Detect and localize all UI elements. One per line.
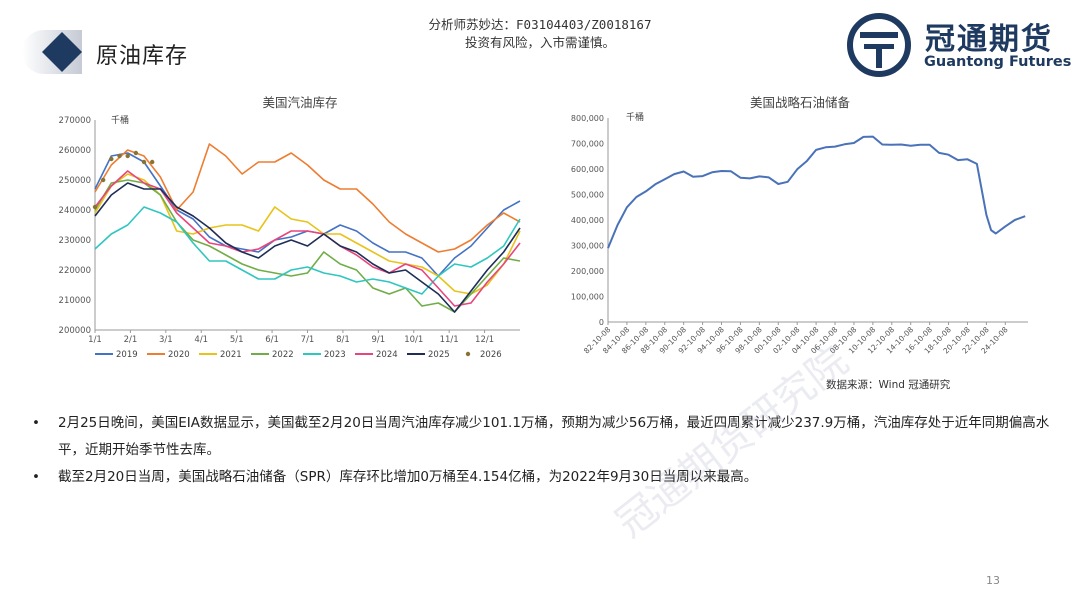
legend-label: 2023 [324,350,346,360]
x-tick-label: 5/1 [230,335,244,345]
y-tick-label: 700,000 [571,140,604,149]
legend-label: 2024 [376,350,398,360]
unit-label: 千桶 [111,114,129,126]
x-tick-label: 7/1 [301,335,315,345]
logo-text-cn: 冠通期货 [925,22,1053,57]
legend-label: 2019 [116,350,138,360]
unit-label: 千桶 [626,111,644,123]
bullet-item: • 截至2月20日当周，美国战略石油储备（SPR）库存环比增加0万桶至4.154… [30,464,1050,491]
analyst-line: 分析师苏妙达：F03104403/Z0018167 [428,17,652,32]
data-point [133,150,139,156]
bullet-item: • 2月25日晚间，美国EIA数据显示，美国截至2月20日当周汽油库存减少101… [30,410,1050,464]
x-tick-label: 4/1 [194,335,208,345]
legend-label: 2022 [272,350,294,360]
bullet-marker: • [32,469,40,485]
page-title: 原油库存 [96,44,189,69]
chart-title: 美国战略石油储备 [749,95,850,110]
series-line [94,170,521,307]
x-tick-label: 3/1 [159,335,173,345]
x-tick-label: 9/1 [371,335,385,345]
spr-inventory-chart: 0 100,000 200,000 300,000 400,000 500,000 600,… [571,111,1028,355]
bullet-text: 截至2月20日当周，美国战略石油储备（SPR）库存环比增加0万桶至4.154亿桶… [58,469,758,485]
y-tick-label: 500,000 [571,191,604,200]
bullet-marker: • [32,415,40,431]
y-tick-label: 200000 [59,326,91,336]
y-tick-label: 200,000 [571,267,604,276]
y-tick-label: 270000 [59,116,91,126]
legend-label: 2021 [220,350,242,360]
y-tick-label: 260000 [59,146,91,156]
x-tick-label: 6/1 [265,335,279,345]
y-tick-label: 210000 [59,296,91,306]
data-source: 数据来源：Wind 冠通研究 [826,379,951,391]
series-line [94,143,521,253]
y-tick-label: 100,000 [571,293,604,302]
title-diamond-icon [42,32,82,72]
series-line [94,182,521,313]
gasoline-inventory-chart: 200000 210000 220000 230000 240000 250000 2600… [59,114,521,360]
legend-label: 2020 [168,350,190,360]
data-point [125,153,130,159]
data-point [109,156,114,162]
y-tick-label: 250000 [59,176,91,186]
legend-label: 2026 [480,350,502,360]
data-point [117,153,122,159]
x-tick-label: 8/1 [336,335,350,345]
page-number: 13 [986,574,1000,587]
data-point [150,159,155,165]
logo-text-en: Guantong Futures [924,54,1072,70]
series-line [94,206,521,295]
data-point [92,204,98,210]
y-tick-label: 400,000 [571,216,604,225]
legend-label: 2025 [428,350,450,360]
x-tick-label: 12/1 [475,335,494,345]
chart-title: 美国汽油库存 [262,95,338,110]
series-line [607,135,1026,249]
bullet-list: • 2月25日晚间，美国EIA数据显示，美国截至2月20日当周汽油库存减少101… [30,410,1050,491]
y-tick-label: 0 [599,318,604,327]
y-tick-label: 240000 [59,206,91,216]
data-point [141,159,147,165]
y-tick-label: 600,000 [571,165,604,174]
legend-swatch [465,351,471,357]
series-line [94,179,521,313]
y-tick-label: 230000 [59,236,91,246]
y-tick-label: 800,000 [571,114,604,123]
analyst-info: 分析师苏妙达：F03104403/Z0018167 投资有风险，入市需谨慎。 [330,16,750,52]
company-logo-icon [847,13,911,77]
y-tick-label: 220000 [59,266,91,276]
risk-line: 投资有风险，入市需谨慎。 [464,35,615,50]
data-point [100,177,106,183]
bullet-text: 2月25日晚间，美国EIA数据显示，美国截至2月20日当周汽油库存减少101.1… [58,415,1050,458]
x-tick-label: 1/1 [88,335,102,345]
series-line [94,173,521,295]
x-tick-label: 2/1 [124,335,138,345]
x-tick-label: 11/1 [440,335,459,345]
x-tick-label: 10/1 [404,335,423,345]
y-tick-label: 300,000 [571,242,604,251]
series-line [94,152,521,277]
